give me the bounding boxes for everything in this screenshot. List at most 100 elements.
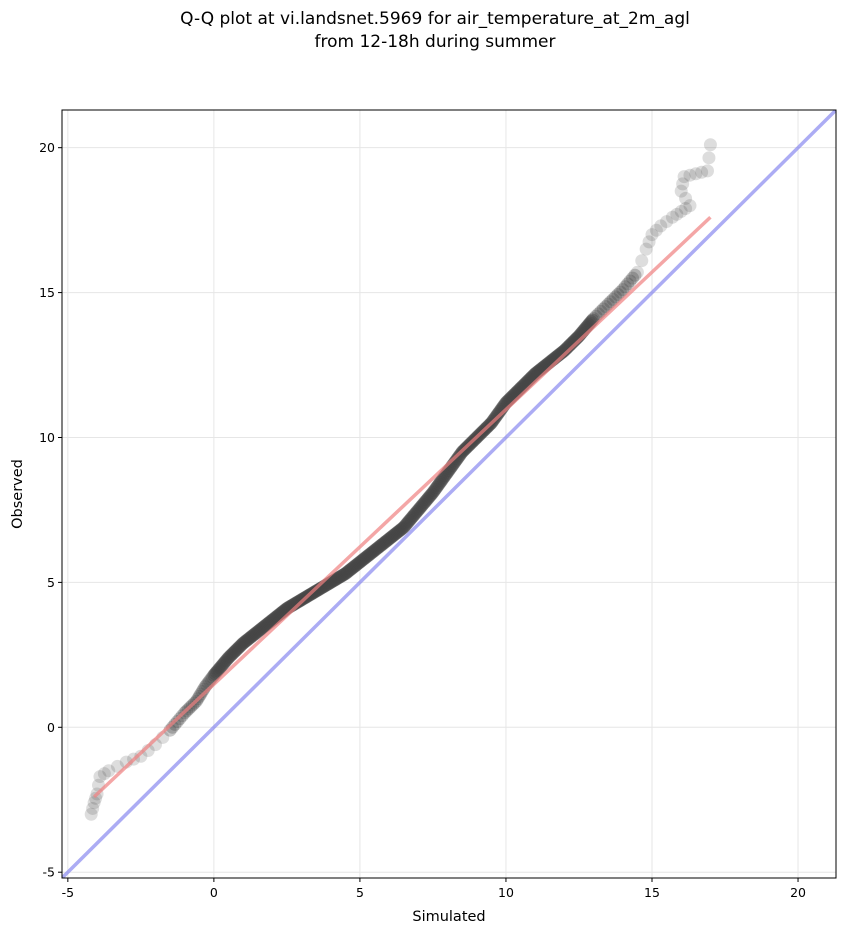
quantile-point	[599, 300, 613, 314]
quantile-point	[291, 595, 305, 609]
quantile-point	[223, 650, 237, 664]
quantile-point	[268, 611, 282, 625]
y-tick-label: 20	[39, 140, 55, 155]
quantile-point	[230, 642, 244, 656]
quantile-point	[364, 546, 378, 560]
quantile-point	[245, 629, 259, 643]
quantile-point	[606, 292, 620, 306]
quantile-point	[676, 177, 690, 191]
quantile-point	[386, 529, 400, 543]
quantile-point	[383, 531, 397, 545]
quantile-point	[639, 242, 653, 256]
quantile-point	[410, 504, 424, 518]
quantile-point	[492, 406, 506, 420]
quantile-point	[396, 521, 410, 535]
x-tick-label: 5	[356, 885, 364, 900]
quantile-point	[350, 557, 364, 571]
quantile-point	[683, 199, 697, 213]
quantile-point	[369, 543, 383, 557]
quantile-point	[168, 717, 182, 731]
quantile-point	[394, 522, 408, 536]
x-tick-label: 10	[498, 885, 514, 900]
quantile-point	[430, 480, 444, 494]
quantile-point	[340, 566, 354, 580]
y-tick-label: 15	[39, 285, 55, 300]
quantile-point	[358, 551, 372, 565]
quantile-point	[695, 165, 709, 179]
y-axis-label: Observed	[10, 459, 26, 529]
quantile-point	[451, 450, 465, 464]
quantile-point	[212, 662, 226, 676]
quantile-point	[414, 500, 428, 514]
quantile-point	[337, 567, 351, 581]
quantile-point	[232, 640, 246, 654]
quantile-point	[211, 664, 225, 678]
quantile-point	[310, 583, 324, 597]
quantile-point	[237, 635, 251, 649]
quantile-point	[243, 630, 257, 644]
quantile-point	[437, 470, 451, 484]
quantile-point	[264, 614, 278, 628]
x-tick-label: 20	[790, 885, 806, 900]
quantile-point	[208, 667, 222, 681]
fit-line	[92, 215, 712, 799]
quantile-point	[381, 533, 395, 547]
quantile-point	[242, 631, 256, 645]
quantile-point	[344, 562, 358, 576]
quantile-point	[408, 507, 422, 521]
quantile-point	[353, 555, 367, 569]
quantile-point	[220, 652, 234, 666]
quantile-point	[436, 472, 450, 486]
quantile-point	[226, 646, 240, 660]
quantile-point	[374, 539, 388, 553]
quantile-point	[616, 283, 630, 297]
quantile-point	[432, 477, 446, 491]
quantile-point	[248, 627, 262, 641]
quantile-point	[417, 496, 431, 510]
x-tick-label: 15	[644, 885, 660, 900]
identity-line	[62, 110, 836, 878]
quantile-point	[236, 636, 250, 650]
quantile-point	[380, 534, 394, 548]
quantile-point	[416, 497, 430, 511]
quantile-point	[665, 210, 679, 224]
quantile-point	[209, 665, 223, 679]
quantile-point	[660, 215, 674, 229]
quantile-point	[450, 452, 464, 466]
quantile-point	[413, 501, 427, 515]
quantile-point	[679, 191, 693, 205]
quantile-point	[97, 767, 111, 781]
quantile-point	[674, 184, 688, 198]
quantile-point	[366, 544, 380, 558]
y-tick-label: -5	[43, 865, 55, 880]
quantile-point	[348, 559, 362, 573]
quantile-point	[400, 516, 414, 530]
quantile-point	[332, 570, 346, 584]
quantile-point	[326, 574, 340, 588]
quantile-point	[224, 648, 238, 662]
quantile-point	[604, 295, 618, 309]
quantile-point	[608, 290, 622, 304]
quantile-point	[251, 625, 265, 639]
quantile-point	[219, 654, 233, 668]
quantile-point	[382, 532, 396, 546]
quantile-point	[378, 535, 392, 549]
x-tick-label: 0	[210, 885, 218, 900]
quantile-point	[254, 622, 268, 636]
quantile-point	[700, 164, 714, 178]
quantile-point	[221, 651, 235, 665]
quantile-point	[257, 620, 271, 634]
quantile-point	[420, 493, 434, 507]
y-tick-label: 10	[39, 430, 55, 445]
quantile-point	[402, 515, 416, 529]
quantile-point	[393, 523, 407, 537]
quantile-point	[134, 749, 148, 763]
quantile-point	[427, 484, 441, 498]
quantile-point	[689, 167, 703, 181]
quantile-point	[347, 560, 361, 574]
fit-line-path	[92, 215, 712, 799]
quantile-point	[426, 486, 440, 500]
quantile-point	[329, 572, 343, 586]
quantile-point	[613, 285, 627, 299]
quantile-point	[601, 297, 615, 311]
